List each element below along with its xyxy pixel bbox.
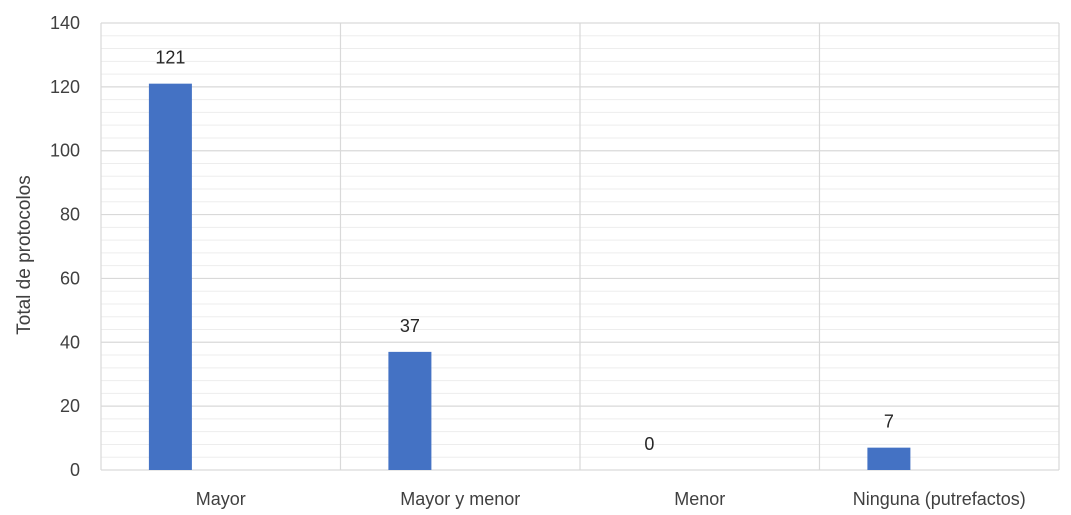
y-tick-label: 100 — [50, 141, 80, 161]
bars — [148, 83, 911, 471]
y-tick-label: 80 — [60, 205, 80, 225]
category-label: Menor — [674, 489, 725, 509]
y-axis-ticks: 0 20 40 60 80 100 120 140 — [50, 13, 80, 480]
category-label: Mayor y menor — [400, 489, 520, 509]
bar — [388, 351, 432, 470]
y-tick-label: 120 — [50, 77, 80, 97]
grid — [100, 22, 1060, 471]
data-label: 121 — [155, 48, 185, 68]
y-tick-label: 20 — [60, 396, 80, 416]
data-label: 7 — [884, 412, 894, 432]
y-tick-label: 0 — [70, 460, 80, 480]
category-label: Ninguna (putrefactos) — [853, 489, 1026, 509]
y-tick-label: 60 — [60, 268, 80, 288]
category-label: Mayor — [196, 489, 246, 509]
data-label: 37 — [400, 316, 420, 336]
y-tick-label: 40 — [60, 332, 80, 352]
bar — [148, 83, 192, 471]
data-labels: 121 37 0 7 — [155, 48, 894, 454]
bar — [867, 447, 911, 470]
y-axis-title: Total de protocolos — [14, 175, 35, 335]
y-tick-label: 140 — [50, 13, 80, 33]
x-axis-categories: Mayor Mayor y menor Menor Ninguna (putrefac… — [196, 489, 1026, 509]
data-label: 0 — [644, 434, 654, 454]
